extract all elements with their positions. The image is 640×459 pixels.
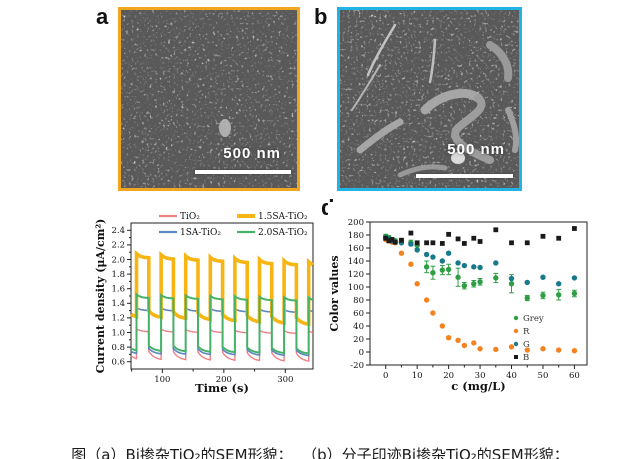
svg-text:0.8: 0.8 xyxy=(111,343,125,353)
svg-text:20: 20 xyxy=(443,371,454,381)
svg-text:30: 30 xyxy=(475,371,486,381)
svg-text:1.2: 1.2 xyxy=(111,314,125,324)
svg-text:60: 60 xyxy=(353,309,364,319)
svg-text:300: 300 xyxy=(277,375,293,385)
svg-text:Grey: Grey xyxy=(523,314,544,324)
svg-text:-20: -20 xyxy=(350,361,364,371)
svg-text:100: 100 xyxy=(348,283,364,293)
sem-image-b xyxy=(340,10,519,188)
svg-text:1.6: 1.6 xyxy=(111,285,125,295)
series-R xyxy=(383,236,578,354)
svg-text:Color values: Color values xyxy=(328,255,341,331)
svg-text:1.4: 1.4 xyxy=(111,299,125,309)
chart-legend: Grey RGB xyxy=(513,314,544,363)
svg-text:180: 180 xyxy=(348,231,364,241)
svg-text:50: 50 xyxy=(538,371,549,381)
svg-text:2.2: 2.2 xyxy=(111,241,125,251)
svg-text:c (mg/L): c (mg/L) xyxy=(451,379,505,393)
svg-text:R: R xyxy=(523,327,530,337)
svg-text:1.0: 1.0 xyxy=(111,328,125,338)
svg-text:120: 120 xyxy=(348,270,364,280)
svg-text:40: 40 xyxy=(353,322,364,332)
svg-text:60: 60 xyxy=(569,371,580,381)
scale-bar-b xyxy=(416,174,513,178)
sem-bright-particle xyxy=(451,152,465,164)
chart-legend: TiO₂ 1SA-TiO₂ 1.5SA-TiO₂ 2.0SA-TiO₂ xyxy=(159,212,308,238)
svg-text:100: 100 xyxy=(154,375,170,385)
sem-image-a xyxy=(121,10,297,188)
svg-text:Current density (μA/cm²): Current density (μA/cm²) xyxy=(95,219,107,374)
caption-line-1: 图（a）Bi掺杂TiO₂的SEM形貌； （b）分子印迹Bi掺杂TiO₂的SEM形… xyxy=(71,445,569,459)
svg-text:TiO₂: TiO₂ xyxy=(180,212,200,222)
series-2.0SA-TiO₂ xyxy=(130,292,314,355)
svg-text:B: B xyxy=(523,353,529,363)
scale-bar-label-b: 500 nm xyxy=(447,141,505,158)
svg-text:2.4: 2.4 xyxy=(111,226,125,236)
panel-b-label: b xyxy=(314,4,328,29)
svg-text:200: 200 xyxy=(216,375,232,385)
sem-worm-structures xyxy=(351,23,519,178)
svg-text:G: G xyxy=(523,340,530,350)
panel-a-label: a xyxy=(96,4,109,29)
svg-text:0: 0 xyxy=(383,371,388,381)
sem-figure-b: 500 nm xyxy=(337,7,522,191)
svg-text:2.0: 2.0 xyxy=(111,255,125,265)
sem-bright-particle xyxy=(219,119,231,137)
scale-bar-label-a: 500 nm xyxy=(223,145,281,162)
svg-text:160: 160 xyxy=(348,244,364,254)
photocurrent-chart: 0.6 0.8 1.0 1.2 1.4 1.6 1.8 2.0 2.2 2.4 100 200 300 T… xyxy=(95,202,320,398)
svg-text:20: 20 xyxy=(353,335,364,345)
svg-text:1SA-TiO₂: 1SA-TiO₂ xyxy=(180,228,221,238)
svg-text:200: 200 xyxy=(348,218,364,228)
svg-text:140: 140 xyxy=(348,257,364,267)
scale-bar-a xyxy=(195,170,291,174)
svg-text:1.8: 1.8 xyxy=(111,270,125,280)
svg-text:Time (s): Time (s) xyxy=(195,381,249,395)
colorvalues-chart: -20 0 20 40 60 80 100 120 140 160 180 200 0 10 20 30 40 5… xyxy=(328,202,594,398)
axes xyxy=(366,221,588,369)
svg-text:40: 40 xyxy=(506,371,517,381)
svg-text:2.0SA-TiO₂: 2.0SA-TiO₂ xyxy=(258,228,308,238)
svg-text:80: 80 xyxy=(353,296,364,306)
svg-text:1.5SA-TiO₂: 1.5SA-TiO₂ xyxy=(258,212,308,222)
figure-caption: 图（a）Bi掺杂TiO₂的SEM形貌； （b）分子印迹Bi掺杂TiO₂的SEM形… xyxy=(0,401,640,459)
axes xyxy=(127,222,314,373)
svg-text:10: 10 xyxy=(412,371,423,381)
sem-figure-a: 500 nm xyxy=(118,7,300,191)
svg-text:0: 0 xyxy=(359,348,364,358)
series-B xyxy=(383,226,577,246)
svg-text:0.6: 0.6 xyxy=(111,358,125,368)
